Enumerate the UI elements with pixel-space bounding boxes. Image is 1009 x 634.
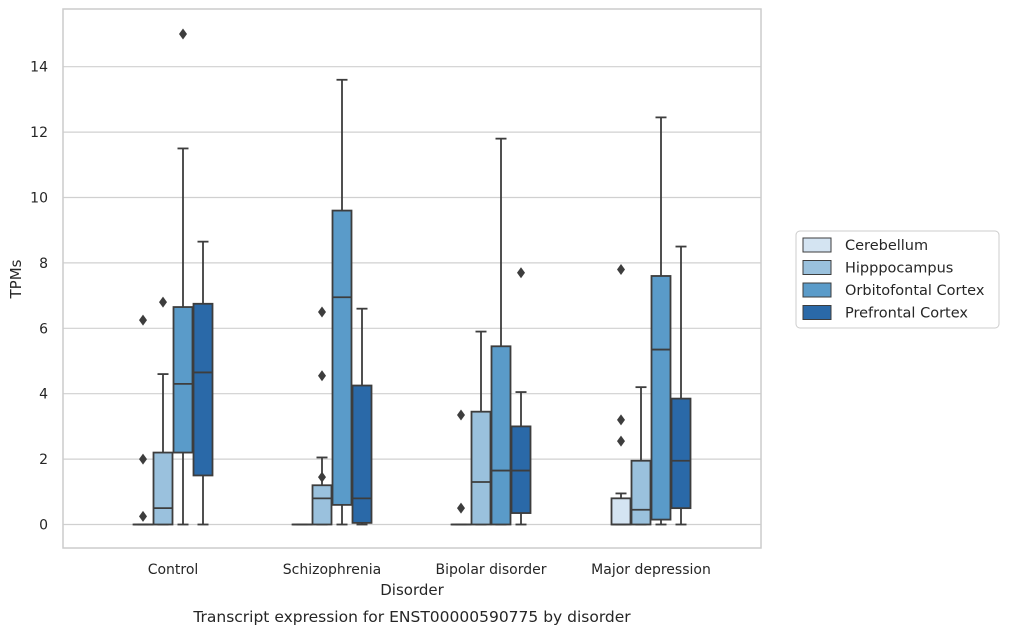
box-iqr [610, 497, 632, 526]
box-iqr [192, 302, 214, 477]
legend: Cerebellum Hipppocampus Orbitofontal Corte… [795, 230, 1000, 329]
outlier-point [139, 453, 147, 465]
box-prefrontal-cortex-2 [510, 267, 532, 526]
legend-label: Hipppocampus [845, 261, 953, 277]
x-tick-label: Control [148, 562, 199, 578]
outlier-point [159, 296, 167, 308]
y-axis-label: TPMs [7, 259, 25, 299]
y-tick-label: 14 [30, 60, 48, 76]
legend-frame [795, 230, 1000, 329]
x-tick-labels: Control Schizophrenia Bipolar disorder Majo… [148, 562, 711, 578]
box-prefrontal-cortex-0 [192, 240, 214, 526]
legend-swatch [802, 237, 832, 253]
box-cerebellum-3 [610, 263, 632, 526]
box-iqr [470, 410, 492, 526]
legend-label: Orbitofontal Cortex [845, 283, 985, 299]
box-iqr [152, 451, 174, 526]
box-groups [132, 28, 692, 526]
box-iqr [172, 306, 194, 454]
outlier-point [318, 306, 326, 318]
box-orbitofontal-cortex-3 [650, 116, 672, 526]
outlier-point [318, 471, 326, 483]
chart-caption: Transcript expression for ENST0000059077… [192, 608, 631, 626]
y-tick-label: 10 [30, 191, 48, 207]
legend-swatch [802, 282, 832, 298]
y-tick-label: 6 [39, 321, 48, 337]
outlier-point [139, 314, 147, 326]
box-hipppocampus-0 [152, 296, 174, 526]
x-axis-label: Disorder [380, 581, 444, 599]
outlier-point [617, 435, 625, 447]
legend-label: Cerebellum [845, 238, 928, 254]
box-orbitofontal-cortex-2 [490, 137, 512, 526]
outlier-point [617, 414, 625, 426]
box-orbitofontal-cortex-0 [172, 28, 194, 526]
legend-swatch [802, 260, 832, 275]
box-cerebellum-0 [132, 314, 154, 526]
x-tick-label: Bipolar disorder [435, 562, 546, 578]
box-iqr [351, 384, 373, 524]
outlier-point [457, 502, 465, 514]
box-iqr [650, 275, 672, 521]
legend-swatch [802, 305, 832, 320]
box-cerebellum-2 [450, 409, 472, 526]
plot-frame [62, 8, 762, 549]
y-tick-label: 4 [39, 387, 48, 403]
outlier-point [318, 370, 326, 382]
outlier-point [457, 409, 465, 421]
legend-label: Prefrontal Cortex [845, 306, 968, 322]
plot-background [63, 9, 761, 548]
outlier-point [517, 267, 525, 279]
box-iqr [311, 484, 333, 526]
box-iqr [331, 209, 353, 506]
outlier-point [617, 263, 625, 275]
y-tick-labels: 0 2 4 6 8 10 12 14 [30, 60, 48, 534]
outlier-point [179, 28, 187, 40]
box-hipppocampus-1 [311, 306, 333, 526]
y-tick-label: 0 [39, 518, 48, 534]
box-iqr [670, 397, 692, 510]
x-tick-label: Major depression [591, 562, 711, 578]
box-orbitofontal-cortex-1 [331, 78, 353, 526]
box-hipppocampus-3 [630, 386, 652, 526]
box-prefrontal-cortex-1 [351, 307, 373, 526]
x-tick-label: Schizophrenia [283, 562, 381, 578]
box-iqr [490, 345, 512, 526]
outlier-point [139, 510, 147, 522]
y-tick-label: 12 [30, 125, 48, 141]
box-prefrontal-cortex-3 [670, 245, 692, 526]
y-tick-label: 2 [39, 452, 48, 468]
y-tick-label: 8 [39, 256, 48, 272]
box-hipppocampus-2 [470, 330, 492, 526]
box-iqr [630, 459, 652, 526]
